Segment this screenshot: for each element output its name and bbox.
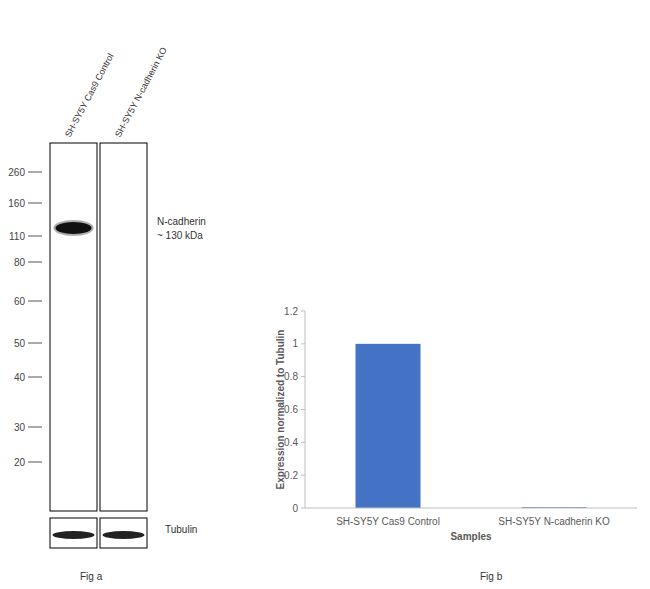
y-tick (301, 376, 305, 377)
y-tick-label: 1.2 (284, 306, 298, 317)
y-tick-label: 0.8 (284, 371, 298, 382)
tubulin-lane (50, 518, 97, 548)
marker-tick (28, 377, 42, 378)
marker-tick (28, 172, 42, 173)
band-label: N-cadherin (157, 216, 206, 227)
marker-tick (28, 462, 42, 463)
lane-label: SH-SY5Y N-cadherin KO (113, 46, 169, 139)
bars (356, 344, 587, 508)
bar (356, 344, 421, 508)
tubulin-lane (100, 518, 147, 548)
y-tick (301, 311, 305, 312)
y-tick-label: 1 (292, 338, 298, 349)
marker-label: 80 (14, 257, 26, 268)
marker-label: 30 (14, 422, 26, 433)
x-axis-title: Samples (450, 531, 492, 542)
marker-tick (28, 203, 42, 204)
y-axis (305, 311, 306, 508)
marker-tick (28, 427, 42, 428)
marker-tick (28, 236, 42, 237)
blot-lane (100, 143, 147, 511)
y-tick (301, 442, 305, 443)
marker-label: 160 (8, 198, 25, 209)
marker-tick (28, 301, 42, 302)
tubulin-band (53, 531, 95, 539)
marker-label: 20 (14, 457, 26, 468)
y-tick-label: 0.2 (284, 470, 298, 481)
y-tick (301, 475, 305, 476)
figure: SH-SY5Y Cas9 ControlSH-SY5Y N-cadherin K… (0, 0, 650, 589)
lane-label: SH-SY5Y Cas9 Control (63, 52, 116, 139)
band-size: ~ 130 kDa (157, 230, 203, 241)
y-tick-label: 0.6 (284, 404, 298, 415)
marker-label: 110 (9, 231, 25, 242)
marker-label: 40 (14, 372, 26, 383)
y-axis-title: Expression normalized to Tubulin (275, 330, 286, 490)
y-tick-label: 0 (292, 503, 298, 514)
caption: Fig b (480, 571, 503, 582)
x-tick-label: SH-SY5Y N-cadherin KO (498, 516, 610, 527)
x-axis (305, 508, 637, 509)
marker-label: 260 (8, 167, 25, 178)
blot-lane (50, 143, 97, 511)
loading-control-label: Tubulin (165, 524, 197, 535)
y-tick (301, 343, 305, 344)
x-tick-label: SH-SY5Y Cas9 Control (336, 516, 440, 527)
y-tick (301, 409, 305, 410)
marker-label: 50 (14, 338, 26, 349)
marker-label: 60 (14, 296, 26, 307)
band-halo (54, 220, 94, 236)
tubulin-band (103, 531, 145, 539)
y-tick (301, 508, 305, 509)
y-tick-label: 0.4 (284, 437, 298, 448)
marker-tick (28, 343, 42, 344)
caption: Fig a (80, 571, 103, 582)
marker-tick (28, 262, 42, 263)
